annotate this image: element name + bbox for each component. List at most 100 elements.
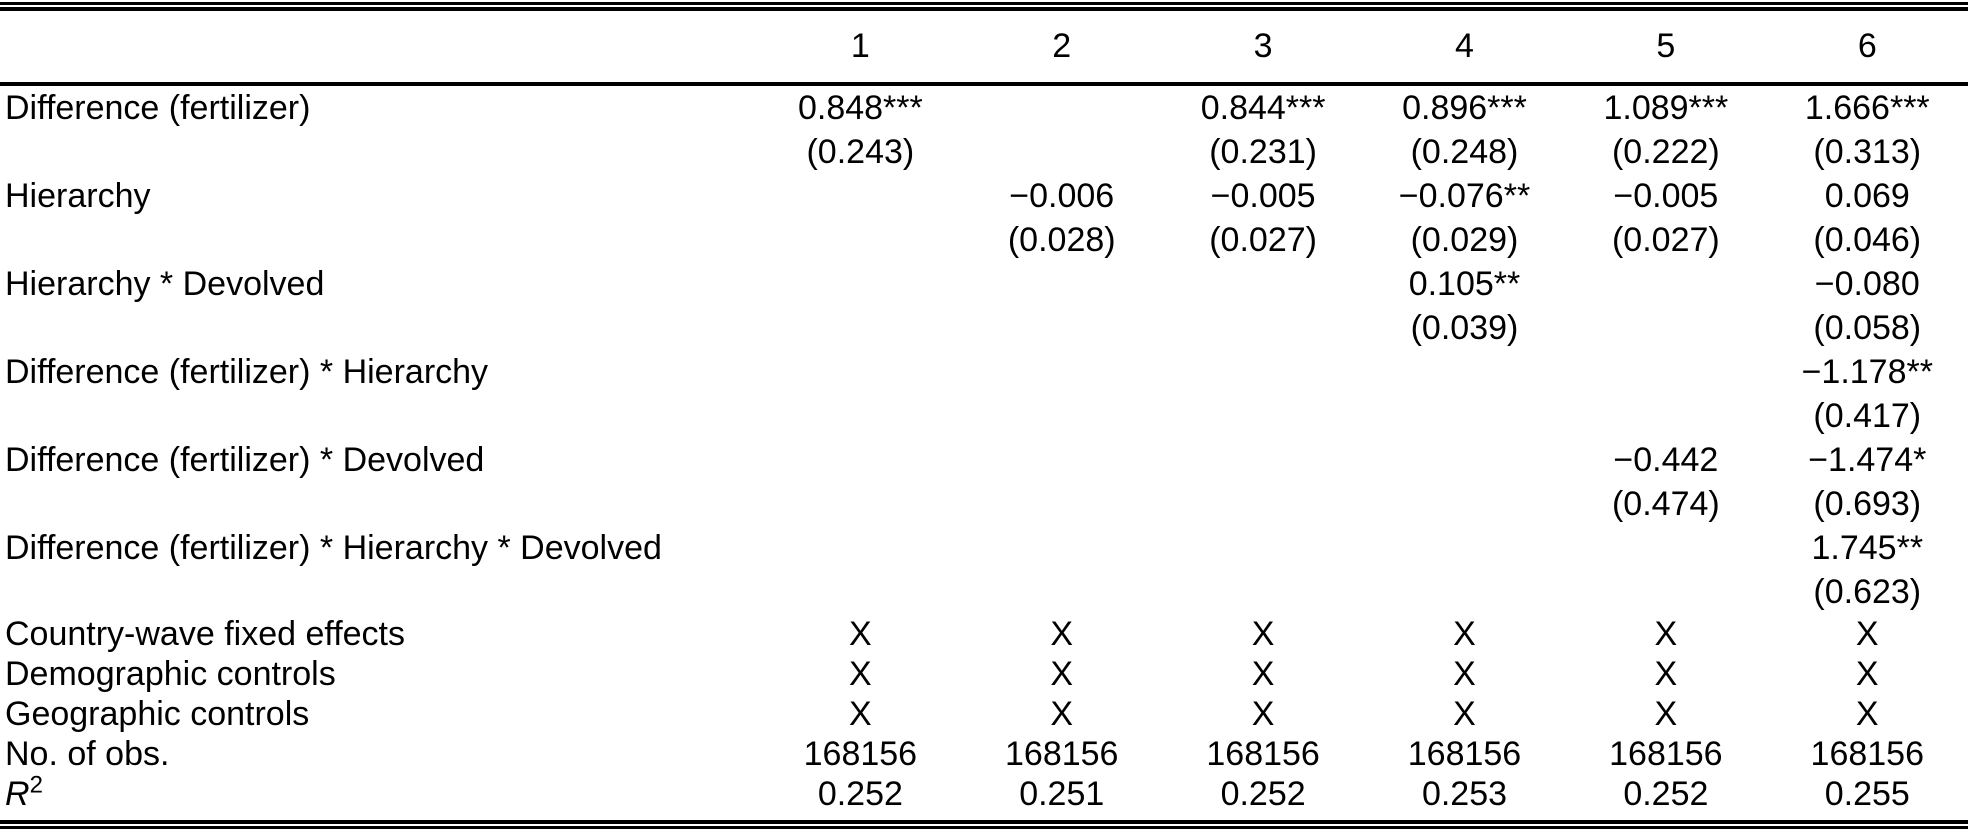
estimate-cell: 0.069 <box>1824 177 1910 215</box>
stderr-cell <box>961 482 1162 526</box>
estimate-cell: 1.089*** <box>1603 89 1729 127</box>
summary-value-cell: 0.255 <box>1824 775 1910 813</box>
estimate-cell <box>1364 350 1565 394</box>
summary-row: Demographic controls X X X X X X <box>0 654 1968 694</box>
summary-value-cell: X <box>849 615 872 653</box>
estimate-cell: −0.005 <box>1210 177 1316 215</box>
top-rule <box>0 2 1968 11</box>
summary-value-cell: 0.253 <box>1421 775 1508 813</box>
summary-value-cell: X <box>1453 695 1476 733</box>
summary-value-cell: X <box>1251 655 1275 693</box>
r-squared-exponent: 2 <box>29 771 43 799</box>
column-header-2: 2 <box>961 11 1163 86</box>
estimate-cell <box>961 350 1162 394</box>
summary-row-label: Country-wave fixed effects <box>5 615 405 653</box>
row-label: Hierarchy * Devolved <box>5 265 325 303</box>
row-label: Difference (fertilizer) * Hierarchy * De… <box>5 529 662 567</box>
estimate-cell: −0.442 <box>1613 441 1719 479</box>
estimate-cell <box>961 262 1162 306</box>
stderr-cell: (0.243) <box>806 133 915 171</box>
summary-value-cell: 168156 <box>1810 735 1924 773</box>
estimate-cell: 0.105** <box>1408 265 1521 303</box>
stderr-cell <box>961 306 1162 350</box>
row-label-spacer <box>0 218 760 262</box>
estimate-cell <box>1565 350 1766 394</box>
stderr-cell: (0.623) <box>1813 573 1922 611</box>
stderr-cell: (0.039) <box>1410 309 1519 347</box>
estimate-cell <box>961 526 1162 570</box>
estimate-cell: 1.666*** <box>1804 89 1930 127</box>
summary-row: No. of obs. 168156 168156 168156 168156 16815… <box>0 734 1968 774</box>
r-squared-base: R <box>5 775 30 813</box>
estimate-cell: 0.844*** <box>1200 89 1326 127</box>
row-label: Difference (fertilizer) * Hierarchy <box>5 353 489 391</box>
estimate-cell: −0.076** <box>1398 177 1531 215</box>
summary-row-label: Geographic controls <box>5 695 310 733</box>
summary-value-cell: X <box>1654 655 1678 693</box>
coefficient-row: Difference (fertilizer) * Hierarchy * De… <box>0 526 1968 570</box>
regression-results-table: 1 2 3 4 5 6 Difference (fertilizer) 0.848… <box>0 11 1968 814</box>
summary-value-cell: X <box>1855 655 1879 693</box>
summary-value-cell: X <box>1453 655 1476 693</box>
stderr-cell <box>1162 306 1363 350</box>
stderr-cell <box>760 394 961 438</box>
row-label-spacer <box>0 306 760 350</box>
summary-value-cell: X <box>1453 615 1476 653</box>
stderr-cell <box>1162 394 1363 438</box>
stderr-cell <box>1364 482 1565 526</box>
coefficient-row: Hierarchy −0.006 −0.005 −0.076** −0.005 0.069 <box>0 174 1968 218</box>
summary-value-cell: X <box>849 655 872 693</box>
estimate-cell: −1.178** <box>1801 353 1933 391</box>
estimate-cell: −1.474* <box>1808 441 1927 479</box>
stderr-cell: (0.028) <box>1007 221 1116 259</box>
row-label-spacer <box>0 482 760 526</box>
stderr-cell <box>961 570 1162 614</box>
stderr-row: (0.474) (0.693) <box>0 482 1968 526</box>
row-label-spacer <box>0 394 760 438</box>
estimate-cell: 0.848*** <box>797 89 923 127</box>
row-label: Hierarchy <box>5 177 151 215</box>
estimate-cell <box>1162 350 1363 394</box>
summary-value-cell: X <box>1050 615 1074 653</box>
summary-value-cell: X <box>1050 655 1074 693</box>
stderr-cell: (0.313) <box>1813 133 1922 171</box>
column-header-3: 3 <box>1162 11 1364 86</box>
stderr-cell <box>961 394 1162 438</box>
summary-row-label: Demographic controls <box>5 655 336 693</box>
estimate-cell <box>1162 262 1363 306</box>
summary-value-cell: 168156 <box>1206 735 1320 773</box>
summary-value-cell: 168156 <box>1609 735 1723 773</box>
coefficient-row: Difference (fertilizer) 0.848*** 0.844*** 0… <box>0 84 1968 130</box>
summary-value-cell: X <box>1855 615 1879 653</box>
stderr-cell <box>961 130 1162 174</box>
stderr-row: (0.623) <box>0 570 1968 614</box>
stderr-cell <box>1364 394 1565 438</box>
stderr-cell: (0.693) <box>1813 485 1922 523</box>
estimate-cell <box>1162 526 1363 570</box>
summary-value-cell: 168156 <box>803 735 918 773</box>
row-label-spacer <box>0 130 760 174</box>
summary-value-cell: 0.252 <box>817 775 903 813</box>
summary-row-label: R2 <box>0 771 760 814</box>
summary-value-cell: X <box>1251 695 1275 733</box>
stderr-cell <box>760 570 961 614</box>
summary-value-cell: 0.251 <box>1019 775 1105 813</box>
coefficient-row: Difference (fertilizer) * Devolved −0.442… <box>0 438 1968 482</box>
column-header-5: 5 <box>1565 11 1767 86</box>
stderr-cell <box>1565 394 1766 438</box>
summary-row: Geographic controls X X X X X X <box>0 694 1968 734</box>
stderr-cell: (0.058) <box>1813 309 1922 347</box>
row-label: Difference (fertilizer) * Devolved <box>5 441 485 479</box>
summary-row: Country-wave fixed effects X X X X X X <box>0 614 1968 654</box>
stderr-row: (0.243) (0.231) (0.248) (0.222) (0.313) <box>0 130 1968 174</box>
coefficient-row: Hierarchy * Devolved 0.105** −0.080 <box>0 262 1968 306</box>
bottom-rule <box>0 820 1968 829</box>
estimate-cell: −0.005 <box>1613 177 1719 215</box>
estimate-cell <box>1364 438 1565 482</box>
summary-value-cell: X <box>849 695 872 733</box>
stderr-cell: (0.027) <box>1611 221 1720 259</box>
estimate-cell: −0.006 <box>1009 177 1115 215</box>
estimate-cell <box>1565 526 1766 570</box>
estimate-cell <box>961 438 1162 482</box>
